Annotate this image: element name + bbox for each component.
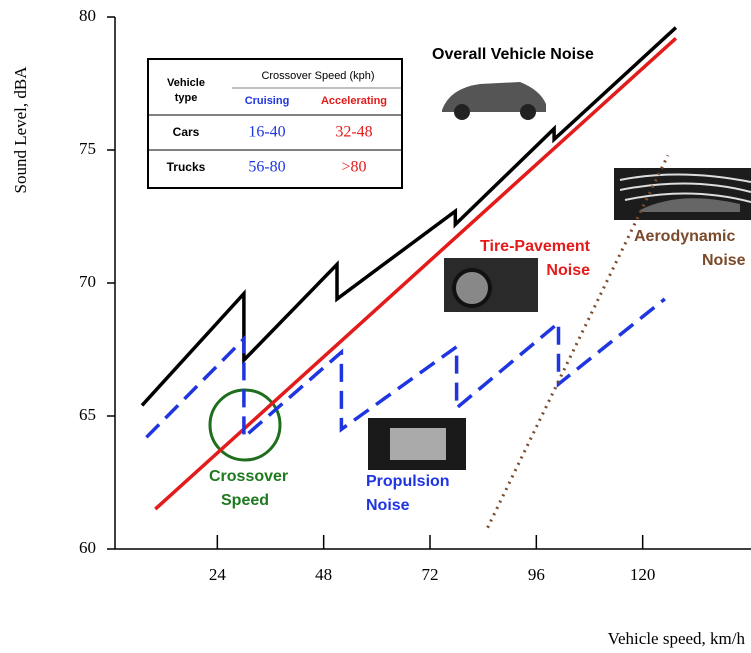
y-tick-label: 70 [79,272,96,291]
x-tick-label: 24 [209,565,227,584]
table-cell: Trucks [167,160,206,174]
annotation: Overall Vehicle Noise [432,46,594,63]
table-header: Cruising [245,95,290,107]
table-header: Vehicle [167,77,205,89]
crossover-table: Vehicle type Crossover Speed (kph) Cruis… [147,58,403,189]
series-line [140,26,678,407]
annotation: Noise [366,497,410,514]
x-tick-label: 48 [315,565,332,584]
engine-image [368,418,466,470]
series-line [145,297,666,442]
table-header: Crossover Speed (kph) [261,70,374,82]
series-line [486,154,670,529]
x-axis-label: Vehicle speed, km/h [608,629,746,648]
table-cell: Cars [173,125,200,139]
series-line [154,37,678,511]
table-cell: 56-80 [248,159,285,176]
table-header: type [175,92,198,104]
annotation: Crossover [209,468,288,485]
x-tick-label: 72 [422,565,439,584]
x-tick-label: 96 [528,565,545,584]
annotation: Noise [702,252,746,269]
table-cell: 16-40 [248,124,285,141]
annotation: Tire-Pavement [480,238,591,255]
annotation: Noise [546,262,590,279]
tire-image [444,258,538,312]
y-tick-label: 75 [79,139,96,158]
aero-image [614,168,751,220]
table-cell: >80 [341,159,366,176]
y-tick-label: 80 [79,6,96,25]
car-image [438,70,548,122]
x-tick-label: 120 [630,565,656,584]
annotation: Speed [221,492,269,509]
annotation: Aerodynamic [634,228,735,245]
y-axis-label: Sound Level, dBA [11,66,30,194]
y-tick-label: 65 [79,405,96,424]
y-tick-label: 60 [79,538,96,557]
annotation: Propulsion [366,473,450,490]
table-header: Accelerating [321,95,387,107]
table-cell: 32-48 [335,124,372,141]
